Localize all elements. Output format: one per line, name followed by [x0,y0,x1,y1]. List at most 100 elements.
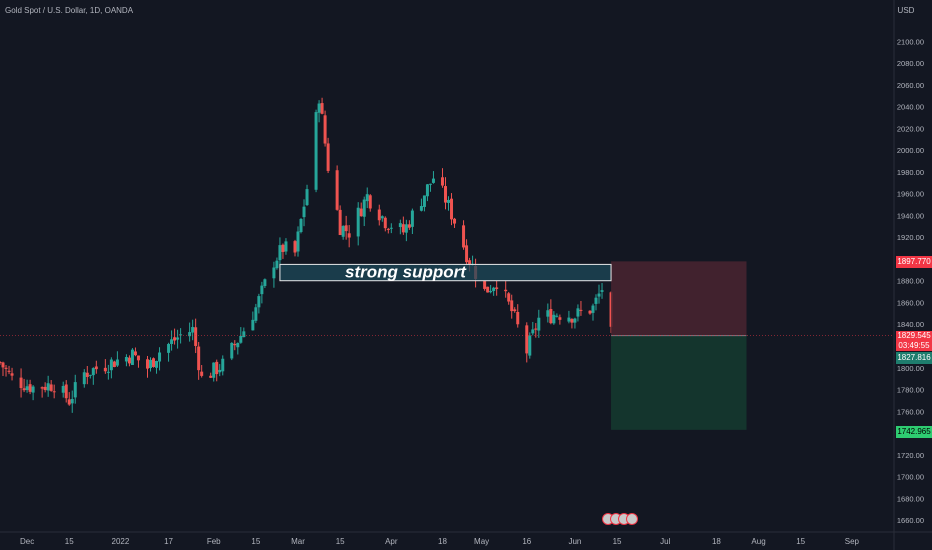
candle-body [170,339,174,344]
x-tick-label: Jun [568,537,581,546]
y-tick-label: 1720.00 [897,451,924,460]
candle-body [389,227,393,229]
take-profit-zone [611,335,747,430]
candle-body [239,335,243,343]
x-tick-label: 18 [712,537,721,546]
y-tick-label: 1940.00 [897,211,924,220]
y-tick-label: 2020.00 [897,124,924,133]
candle-body [431,178,435,183]
candle-body [233,344,237,346]
candle-body [88,374,92,376]
candle-body [495,287,499,289]
candle-body [516,311,520,325]
candle-body [212,362,216,378]
candle-body [314,112,318,190]
y-axis-unit: USD [898,6,915,15]
x-tick-label: 17 [164,537,173,546]
candle-body [320,103,324,114]
candle-body [600,290,604,292]
y-tick-label: 1800.00 [897,364,924,373]
candle-body [251,319,255,331]
candle-body [127,357,131,364]
candle-body [221,358,225,372]
x-tick-label: 2022 [112,537,130,546]
candle-body [296,231,300,252]
candle-body [383,217,387,229]
candle-body [272,267,276,279]
candle-body [347,233,351,238]
x-tick-label: Mar [291,537,305,546]
candle-body [549,308,553,324]
candle-body [52,391,56,393]
candle-body [588,310,592,314]
candle-body [447,199,451,203]
y-tick-label: 2100.00 [897,37,924,46]
candle-body [344,225,348,232]
last-price-label: 1829.545 [896,331,932,341]
candle-body [305,189,309,206]
y-tick-label: 2040.00 [897,103,924,112]
candle-body [275,260,279,269]
candle-body [293,241,297,253]
candle-body [19,377,23,389]
y-tick-label: 1960.00 [897,190,924,199]
y-tick-label: 1920.00 [897,233,924,242]
candle-body [468,260,472,265]
candle-body [552,314,556,324]
candle-body [534,328,538,330]
candle-body [115,359,119,366]
y-tick-label: 2080.00 [897,59,924,68]
candle-body [531,329,535,334]
candle-body [546,310,550,317]
countdown-label: 03:49:55 [896,341,932,351]
x-tick-label: Aug [751,537,765,546]
candle-body [567,317,571,322]
x-tick-label: Apr [385,537,398,546]
flag-icon[interactable] [626,513,638,525]
y-tick-label: 1760.00 [897,407,924,416]
candle-body [404,224,408,233]
candle-body [257,296,261,308]
candle-body [103,367,107,372]
candle-body [278,245,282,261]
candle-body [85,372,89,377]
candle-body [22,388,26,391]
candle-body [106,371,110,373]
candle-body [10,373,14,376]
candle-body [335,170,339,210]
candle-body [94,366,98,370]
candle-body [200,371,204,376]
stop-loss-zone [611,261,747,336]
candle-body [489,290,493,293]
candle-body [483,281,487,289]
candle-body [570,319,574,323]
candle-body [0,362,2,364]
x-tick-label: 15 [251,537,260,546]
candle-body [492,287,496,292]
candle-body [525,325,529,354]
candle-body [179,334,183,336]
candle-body [254,307,258,321]
candle-body [70,398,74,404]
candle-body [25,386,29,391]
candle-body [133,351,137,356]
candle-body [398,223,402,228]
candle-body [338,209,342,236]
candle-body [465,245,469,263]
candle-body [167,343,171,353]
event-flags[interactable] [602,513,638,525]
candle-body [109,359,113,371]
candle-body [443,186,447,203]
candle-body [46,383,50,391]
candle-body [368,195,372,209]
x-tick-label: 15 [796,537,805,546]
candle-body [263,279,267,286]
candle-body [43,386,47,391]
candle-body [7,370,11,372]
candle-body [462,225,466,248]
candle-body [64,384,68,399]
candle-body [82,372,86,385]
candle-body [317,103,321,113]
candle-body [507,293,511,302]
